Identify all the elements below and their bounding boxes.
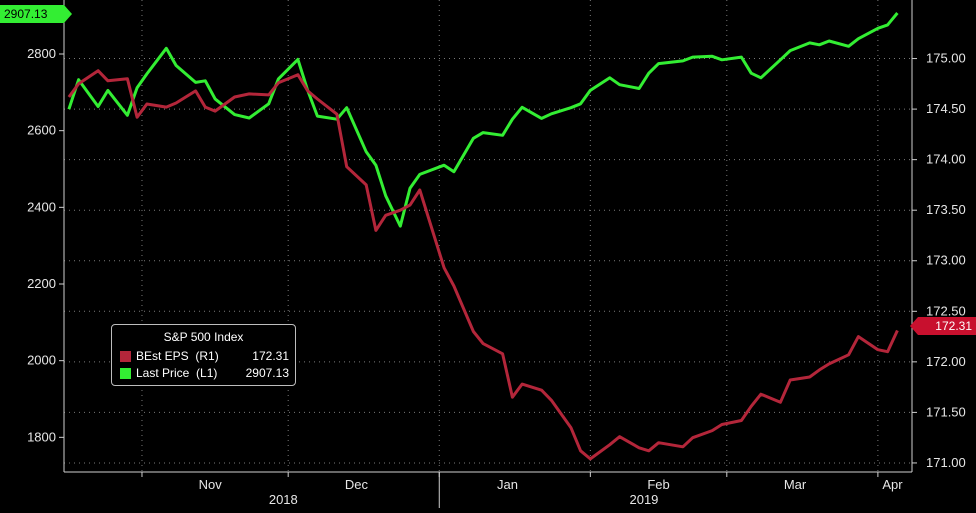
x-year-label: 2018 — [269, 492, 298, 507]
left-tick-label: 2600 — [27, 123, 56, 138]
x-year-label: 2019 — [629, 492, 658, 507]
left-tick-label: 2200 — [27, 276, 56, 291]
series-line-last-price — [67, 12, 899, 228]
gridlines — [64, 0, 912, 472]
right-tick-label: 173.00 — [926, 253, 966, 268]
last-eps-badge: 172.31 — [910, 317, 976, 335]
legend-value-eps: 172.31 — [252, 349, 289, 363]
x-month-label: Mar — [784, 477, 807, 492]
x-month-label: Nov — [199, 477, 223, 492]
left-tick-label: 2400 — [27, 199, 56, 214]
right-tick-label: 171.00 — [926, 455, 966, 470]
x-month-label: Jan — [497, 477, 518, 492]
last-price-badge: 2907.13 — [0, 5, 72, 23]
left-tick-label: 2000 — [27, 353, 56, 368]
legend-label-price: Last Price (L1) — [136, 366, 218, 380]
legend-value-price: 2907.13 — [245, 366, 289, 380]
x-month-label: Dec — [345, 477, 369, 492]
right-tick-label: 175.00 — [926, 51, 966, 66]
legend-label-eps: BEst EPS (R1) — [136, 349, 219, 363]
series-lines — [67, 12, 899, 461]
legend-swatch-price — [120, 368, 131, 379]
legend: S&P 500 Index BEst EPS (R1) 172.31 Last … — [111, 324, 296, 386]
left-tick-label: 1800 — [27, 429, 56, 444]
tick-labels: 1800 2000 2200 2400 2600 2800 171.00 171.50 172.… — [27, 46, 966, 507]
legend-entry-eps: BEst EPS (R1) 172.31 — [120, 349, 289, 365]
series-line-best-eps — [67, 69, 899, 461]
x-month-label: Feb — [647, 477, 669, 492]
right-tick-label: 174.50 — [926, 101, 966, 116]
right-tick-label: 174.00 — [926, 152, 966, 167]
legend-entry-price: Last Price (L1) 2907.13 — [120, 366, 289, 382]
axes — [59, 0, 917, 508]
right-tick-label: 172.00 — [926, 354, 966, 369]
right-tick-label: 171.50 — [926, 404, 966, 419]
legend-title: S&P 500 Index — [163, 330, 244, 344]
right-tick-label: 172.50 — [926, 303, 966, 318]
right-tick-label: 173.50 — [926, 202, 966, 217]
left-tick-label: 2800 — [27, 46, 56, 61]
legend-swatch-eps — [120, 351, 131, 362]
x-month-label: Apr — [882, 477, 903, 492]
